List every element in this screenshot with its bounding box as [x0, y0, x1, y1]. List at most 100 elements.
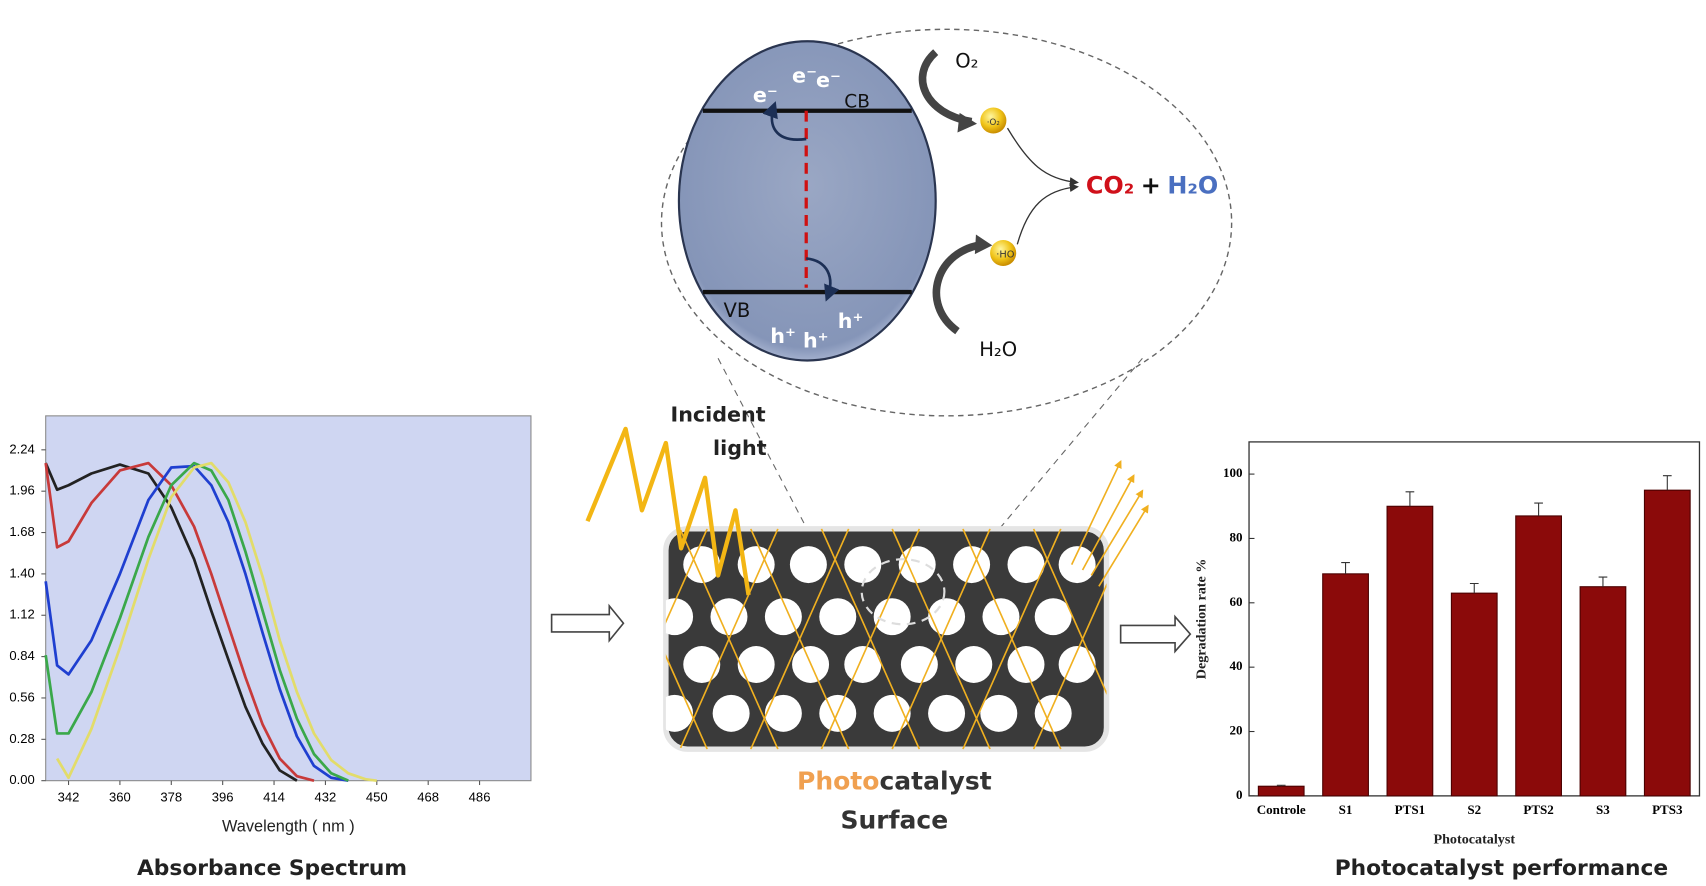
x-tick-label: 342	[58, 789, 80, 804]
ray	[1090, 489, 1144, 576]
hole-arrow	[806, 257, 840, 302]
x-axis-label: Wavelength ( nm )	[222, 818, 355, 836]
light-path	[665, 528, 708, 750]
bar	[1579, 586, 1627, 797]
flow-arrow	[550, 603, 625, 643]
products: CO₂ + H₂O	[1086, 171, 1218, 199]
x-tick-label: 432	[315, 789, 337, 804]
y-tick-label: 80	[1229, 529, 1243, 544]
x-tick-label: 360	[109, 789, 131, 804]
pore	[665, 694, 694, 732]
reaction-arrow	[1016, 182, 1079, 245]
y-tick-label: 1.12	[9, 607, 34, 622]
electron: e⁻	[753, 83, 778, 107]
hydroxyl-label: ·HO	[996, 249, 1014, 260]
x-tick-label: 450	[366, 789, 388, 804]
spectrum-line	[44, 461, 349, 782]
x-axis-label: Photocatalyst	[1433, 832, 1515, 848]
light-path	[749, 528, 850, 750]
pore	[710, 598, 748, 636]
error-bar	[1598, 576, 1608, 587]
radical	[990, 239, 1017, 267]
electron: e⁻	[792, 64, 817, 88]
y-tick-label: 40	[1229, 658, 1243, 673]
hole: h⁺	[803, 328, 829, 352]
co2: CO₂	[1086, 171, 1134, 199]
incident-label: Incident	[671, 402, 766, 426]
pore	[873, 598, 911, 636]
y-tick-label: 100	[1223, 465, 1243, 480]
hole: h⁺	[838, 309, 864, 333]
vb-label: VB	[724, 299, 751, 322]
bar	[1322, 573, 1369, 797]
h2o: H₂O	[1167, 171, 1218, 199]
incident-label: light	[713, 436, 767, 460]
curved-arrow	[932, 240, 986, 335]
pore	[789, 546, 827, 584]
pore	[928, 694, 966, 732]
error-bar	[1469, 582, 1479, 594]
x-tick-label: S3	[1596, 802, 1610, 817]
zoom-spot	[860, 558, 946, 626]
flow-arrow	[1119, 614, 1192, 654]
x-tick-label: Controle	[1257, 802, 1306, 817]
y-axis-label: Degradation rate %	[1194, 559, 1210, 680]
bar	[1386, 505, 1434, 797]
pore	[928, 598, 966, 636]
pore	[1034, 598, 1072, 636]
y-tick-label: 0.84	[9, 648, 34, 663]
pore	[1058, 546, 1096, 584]
light-path	[891, 528, 991, 750]
pore	[873, 694, 911, 732]
electron: e⁻	[816, 68, 841, 92]
error-bar	[1405, 491, 1415, 507]
pore	[953, 546, 991, 584]
x-tick-label: S2	[1467, 802, 1481, 817]
curved-arrow	[918, 49, 973, 126]
pore	[844, 646, 882, 683]
light-path	[820, 528, 921, 750]
surface-label: Photocatalyst	[797, 766, 992, 795]
error-bar	[1341, 562, 1350, 574]
x-tick-label: PTS1	[1395, 802, 1425, 817]
light-path	[962, 528, 1062, 750]
reaction-arrow	[1006, 127, 1079, 187]
y-tick-label: 0.00	[9, 772, 34, 787]
pore	[1034, 694, 1072, 732]
bar	[1515, 515, 1562, 797]
hole: h⁺	[770, 324, 796, 348]
spectrum-line	[44, 461, 315, 782]
pore	[737, 646, 775, 683]
ray	[1081, 474, 1135, 571]
pore	[1007, 646, 1045, 683]
pore	[712, 694, 750, 732]
y-tick-label: 1.96	[9, 483, 34, 498]
pore	[764, 598, 802, 636]
y-tick-label: 1.40	[9, 565, 34, 580]
pore	[665, 598, 694, 636]
catalyst: catalyst	[879, 766, 991, 795]
plus: +	[1141, 171, 1161, 199]
x-tick-label: 396	[212, 789, 234, 804]
o2-label: O₂	[955, 49, 978, 72]
spectrum-line	[44, 462, 298, 782]
bar	[1257, 785, 1305, 797]
pore	[844, 546, 882, 584]
arrowhead	[974, 234, 993, 255]
light-wave	[585, 426, 751, 596]
cb-label: CB	[844, 92, 870, 113]
pore	[819, 598, 857, 636]
electron-arrow	[762, 101, 807, 141]
x-tick-label: 414	[263, 789, 285, 804]
light-path	[679, 528, 779, 750]
light-path	[1032, 528, 1107, 750]
x-tick-label: PTS3	[1652, 802, 1683, 817]
x-tick-label: 468	[417, 789, 439, 804]
y-tick-label: 60	[1229, 594, 1243, 609]
y-tick-label: 0.56	[9, 689, 34, 704]
error-bar	[1662, 475, 1672, 491]
x-tick-label: 486	[469, 789, 491, 804]
pore	[982, 598, 1020, 636]
